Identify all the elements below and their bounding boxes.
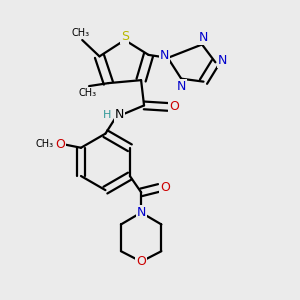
Text: O: O [136,255,146,268]
Text: CH₃: CH₃ [36,139,54,149]
Text: N: N [218,54,227,67]
Text: N: N [177,80,187,93]
Text: N: N [136,206,146,219]
Text: N: N [115,108,124,122]
Text: N: N [199,32,208,44]
Text: CH₃: CH₃ [79,88,97,98]
Text: O: O [160,182,170,194]
Text: O: O [169,100,179,113]
Text: H: H [103,110,112,120]
Text: O: O [55,138,65,151]
Text: CH₃: CH₃ [72,28,90,38]
Text: N: N [160,49,170,62]
Text: S: S [121,30,129,43]
